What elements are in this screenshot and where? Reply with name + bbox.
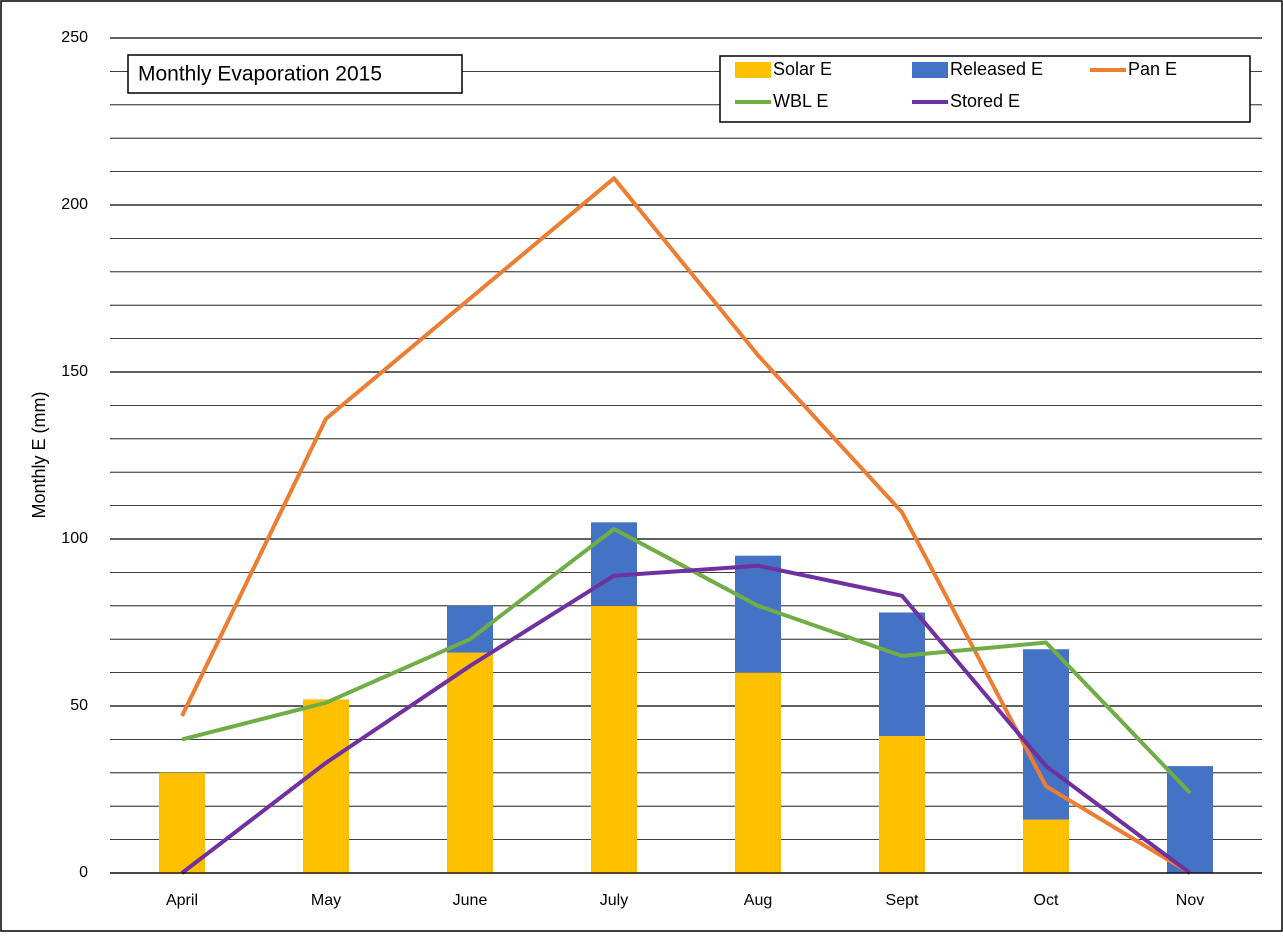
bar bbox=[879, 736, 925, 873]
x-tick-label: Oct bbox=[1034, 892, 1059, 909]
x-tick-label: Nov bbox=[1176, 892, 1204, 909]
y-tick-label: 200 bbox=[61, 196, 88, 213]
chart-title: Monthly Evaporation 2015 bbox=[138, 63, 382, 86]
legend-box bbox=[719, 55, 1251, 123]
x-tick-label: Sept bbox=[886, 892, 919, 909]
bar bbox=[879, 612, 925, 737]
x-tick-label: June bbox=[453, 892, 488, 909]
bar bbox=[1167, 766, 1213, 873]
bar bbox=[1023, 819, 1069, 873]
legend-label: Solar E bbox=[773, 59, 832, 79]
y-axis-label: Monthly E (mm) bbox=[29, 391, 49, 518]
bar bbox=[735, 555, 781, 673]
legend-label: Pan E bbox=[1128, 59, 1177, 79]
bar bbox=[591, 522, 637, 606]
y-tick-label: 100 bbox=[61, 530, 88, 547]
bar bbox=[159, 772, 205, 873]
legend-label: Released E bbox=[950, 59, 1043, 79]
x-tick-label: July bbox=[600, 892, 628, 909]
legend-label: Stored E bbox=[950, 91, 1020, 111]
y-tick-label: 50 bbox=[70, 697, 88, 714]
bar bbox=[1023, 649, 1069, 820]
line bbox=[181, 526, 1192, 795]
x-tick-label: May bbox=[311, 892, 341, 909]
line bbox=[180, 563, 1192, 875]
bar bbox=[447, 652, 493, 873]
title-box bbox=[127, 54, 463, 94]
y-tick-label: 250 bbox=[61, 29, 88, 46]
y-tick-label: 0 bbox=[79, 864, 88, 881]
legend-label: WBL E bbox=[773, 91, 828, 111]
bar bbox=[591, 605, 637, 873]
bar bbox=[303, 699, 349, 873]
x-tick-label: Aug bbox=[744, 892, 772, 909]
legend-swatch bbox=[912, 62, 948, 78]
x-tick-label: April bbox=[166, 892, 198, 909]
bar bbox=[735, 672, 781, 873]
legend-swatch bbox=[735, 62, 771, 78]
y-tick-label: 150 bbox=[61, 363, 88, 380]
